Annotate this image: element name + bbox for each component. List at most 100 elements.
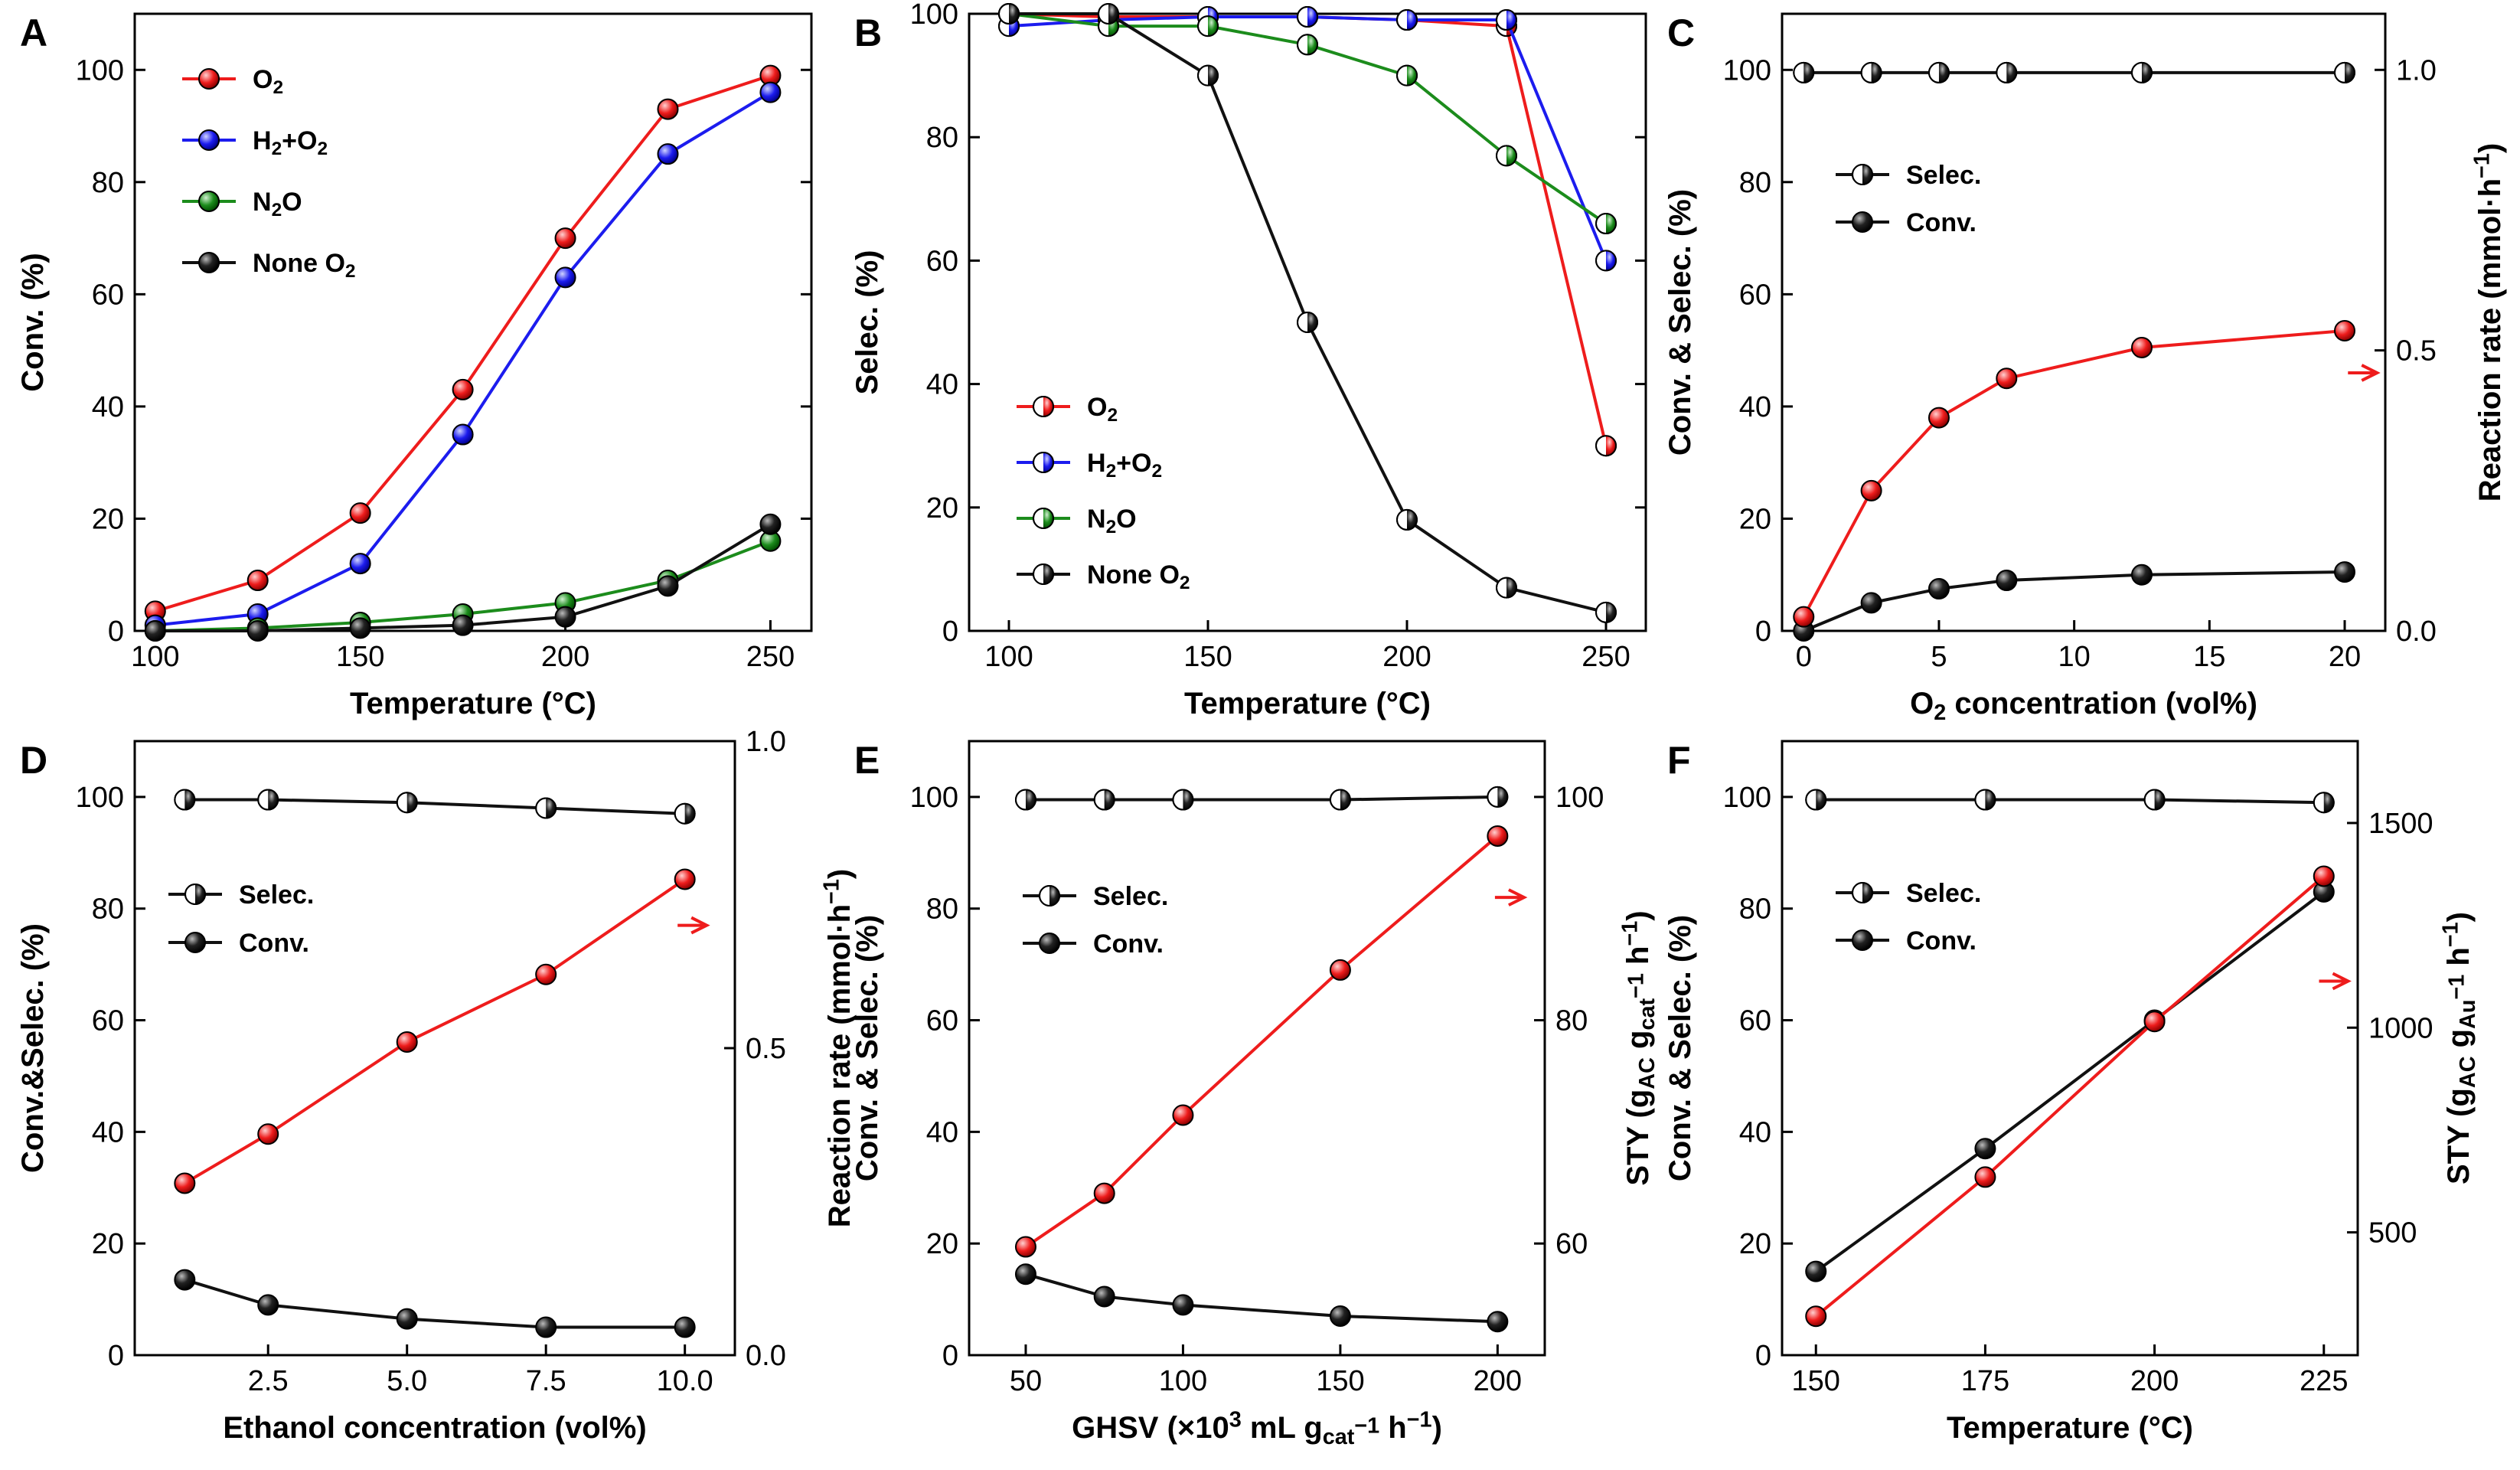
data-point	[1793, 61, 1815, 83]
data-point	[1329, 1305, 1351, 1327]
panel-label: D	[20, 739, 47, 782]
data-point	[1860, 592, 1882, 614]
legend-label: N2O	[253, 188, 302, 220]
legend-marker	[1033, 452, 1054, 473]
legend-label: None O2	[1087, 560, 1190, 593]
data-point	[2143, 789, 2166, 811]
data-point	[1172, 1294, 1194, 1316]
panel-label: A	[20, 11, 47, 54]
panel-a: A 100 150 200 250 0 20 40 60 80 100 Temperature (°C…	[16, 11, 813, 720]
series-selec-	[1793, 61, 2355, 83]
data-point	[1014, 1236, 1036, 1258]
x-axis-label: O2 concentration (vol%)	[1910, 687, 2257, 725]
panel-c: C 0 5 10 15 20 0 20 40 60 80 100 0.0 0.5 1.0 O2 concent…	[1663, 11, 2507, 725]
x-tick-label: 200	[2130, 1365, 2179, 1397]
series-reaction-rate	[1793, 319, 2355, 628]
data-point	[1396, 508, 1418, 531]
x-tick-label: 225	[2300, 1365, 2348, 1397]
y-tick-label: 80	[926, 893, 958, 926]
legend-marker	[184, 932, 206, 953]
legend-marker	[184, 884, 206, 905]
x-tick-label: 200	[1474, 1365, 1522, 1397]
data-point	[174, 1269, 196, 1291]
y-tick-label: 100	[910, 0, 958, 31]
series-o2	[144, 64, 782, 622]
data-point	[674, 802, 696, 825]
data-point	[1595, 213, 1617, 235]
legend-marker	[1039, 885, 1060, 906]
series-conv-	[1805, 880, 2335, 1282]
data-point	[1496, 577, 1517, 599]
x-tick-label: 10.0	[657, 1365, 713, 1397]
y2-tick-label: 0.0	[2396, 616, 2437, 648]
data-point	[1487, 786, 1509, 808]
y-tick-label: 60	[1739, 1005, 1771, 1037]
series-o2	[998, 3, 1617, 457]
data-point	[1860, 479, 1882, 501]
data-point	[2313, 865, 2335, 887]
legend-marker	[1852, 211, 1873, 233]
legend-marker	[198, 68, 220, 90]
x-tick-label: 150	[1316, 1365, 1364, 1397]
data-point	[998, 3, 1020, 24]
y-tick-label: 40	[92, 391, 124, 423]
panel-f: F 150 175 200 225 0 20 40 60 80 100 500 1000 1500 Temp…	[1663, 739, 2480, 1445]
series-conv-	[174, 1269, 696, 1338]
data-point	[452, 614, 474, 636]
legend-label: N2O	[1087, 505, 1137, 537]
series-line	[1815, 890, 2325, 1273]
y2-tick-label: 100	[1555, 782, 1604, 814]
data-point	[144, 620, 166, 642]
legend-label: Selec.	[1906, 161, 1981, 190]
x-axis-label: GHSV (×103 mL gcat−1 h−1)	[1072, 1408, 1442, 1449]
data-point	[1805, 1305, 1827, 1328]
data-point	[2333, 561, 2355, 583]
data-point	[657, 143, 679, 165]
data-point	[257, 1123, 279, 1145]
legend-label: Conv.	[1906, 208, 1977, 237]
data-point	[1860, 61, 1882, 83]
y-axis-label: Conv. & Selec. (%)	[1663, 189, 1697, 456]
y-tick-label: 40	[1739, 391, 1771, 423]
data-point	[1805, 1260, 1827, 1282]
y-tick-label: 80	[1739, 167, 1771, 199]
data-point	[396, 1308, 418, 1330]
y-tick-label: 60	[926, 1005, 958, 1037]
legend-label: Selec.	[1093, 882, 1168, 911]
data-point	[554, 606, 576, 628]
data-point	[257, 789, 279, 811]
data-point	[1595, 250, 1617, 272]
legend: Selec. Conv.	[1836, 161, 1981, 237]
legend: Selec. Conv.	[1836, 879, 1981, 956]
y2-tick-label: 1.0	[746, 726, 786, 758]
data-point	[349, 617, 371, 639]
legend: Selec. Conv.	[168, 880, 314, 958]
plot-frame	[1781, 740, 2359, 1357]
data-point	[396, 1031, 418, 1053]
data-point	[1396, 9, 1418, 31]
series-line	[1816, 798, 2324, 805]
data-point	[1793, 606, 1815, 628]
panel-label: E	[854, 739, 880, 782]
data-point	[1974, 789, 1996, 811]
x-axis-label: Ethanol concentration (vol%)	[223, 1411, 646, 1445]
series-h2-o2	[144, 81, 782, 636]
data-point	[1595, 435, 1617, 457]
data-point	[1014, 789, 1036, 811]
data-point	[1595, 601, 1617, 623]
legend-marker	[1852, 882, 1873, 903]
legend-label: Selec.	[239, 880, 314, 910]
y-tick-label: 60	[1739, 279, 1771, 311]
data-point	[1093, 1285, 1115, 1308]
y-tick-label: 60	[92, 279, 124, 311]
legend-marker	[198, 191, 220, 212]
y-tick-label: 0	[1755, 616, 1771, 648]
y-tick-label: 60	[926, 245, 958, 277]
y-tick-label: 20	[1739, 503, 1771, 535]
panel-d: D 2.5 5.0 7.5 10.0 0 20 40 60 80 100 0.0 0.5 1.0 Ethan…	[16, 726, 857, 1445]
series-line	[1008, 12, 1608, 446]
legend-marker	[1033, 396, 1054, 417]
series-sty	[1014, 825, 1509, 1258]
data-point	[1197, 64, 1219, 87]
